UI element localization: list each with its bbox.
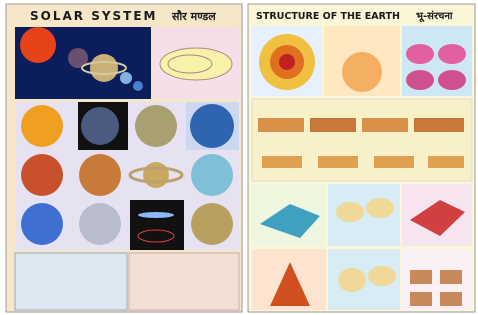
globe (342, 52, 382, 92)
page: {"left_poster": {"title": "SOLAR SYSTEM"… (0, 0, 478, 315)
planet-image (135, 105, 177, 147)
strata (362, 118, 408, 132)
strata (262, 156, 302, 168)
earth-layers (279, 54, 295, 70)
planet (120, 72, 132, 84)
strata (258, 118, 304, 132)
poster-title: SOLAR SYSTEM (30, 9, 158, 23)
poster-title-hindi: सौर मण्डल (171, 9, 216, 23)
continent (338, 268, 366, 292)
planet-image (79, 154, 121, 196)
cell (130, 200, 184, 250)
planet-image (79, 203, 121, 245)
planet-grid (15, 102, 239, 250)
fold (440, 270, 462, 284)
strata (428, 156, 464, 168)
planet-image (191, 203, 233, 245)
surface-panel (252, 99, 472, 181)
planet-image (81, 107, 119, 145)
fold (440, 292, 462, 306)
map (438, 70, 466, 90)
planet-image (21, 105, 63, 147)
map (438, 44, 466, 64)
planet-image (190, 104, 234, 148)
planet-image (191, 154, 233, 196)
data-table (15, 253, 127, 310)
orbit (160, 48, 232, 80)
strata (310, 118, 356, 132)
earth-structure-poster: STRUCTURE OF THE EARTH भू-संरचना (248, 4, 475, 312)
planet-image (143, 162, 169, 188)
fold (410, 292, 432, 306)
text-block (129, 253, 239, 310)
strata (414, 118, 464, 132)
solar-system-poster: SOLAR SYSTEM सौर मण्डल (6, 4, 242, 312)
fold (410, 270, 432, 284)
planet (133, 81, 143, 91)
strata (318, 156, 358, 168)
continent (368, 266, 396, 286)
poster-title: STRUCTURE OF THE EARTH (256, 11, 400, 22)
map (406, 70, 434, 90)
continent (366, 198, 394, 218)
map (406, 44, 434, 64)
continent (336, 202, 364, 222)
planet (90, 54, 118, 82)
planet-image (21, 203, 63, 245)
planet-image (21, 154, 63, 196)
comet (138, 212, 174, 218)
poster-title-hindi: भू-संरचना (416, 10, 453, 23)
strata (374, 156, 414, 168)
posters: SOLAR SYSTEM सौर मण्डल (0, 0, 478, 315)
sun (20, 27, 56, 63)
